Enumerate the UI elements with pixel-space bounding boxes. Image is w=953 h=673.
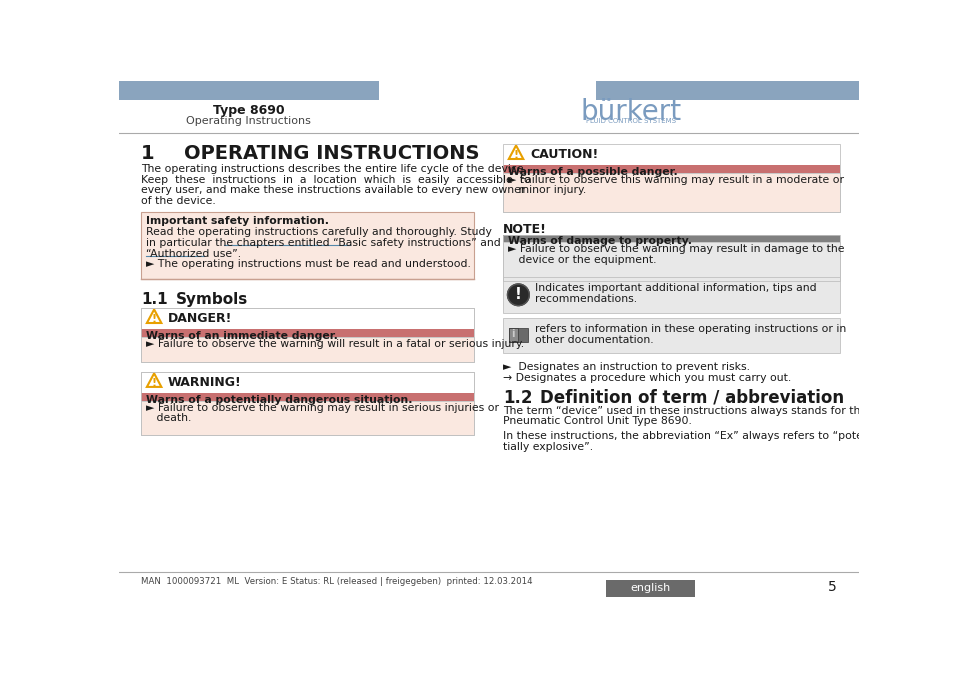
Text: other documentation.: other documentation.	[535, 335, 654, 345]
Text: Keep  these  instructions  in  a  location  which  is  easily  accessible  to: Keep these instructions in a location wh…	[141, 175, 530, 184]
Circle shape	[507, 284, 529, 306]
Text: of the device.: of the device.	[141, 197, 215, 206]
Text: CAUTION!: CAUTION!	[530, 148, 598, 161]
Text: Type 8690: Type 8690	[213, 104, 284, 117]
Bar	[141, 394, 474, 401]
Text: i: i	[511, 330, 515, 339]
Bar	[502, 277, 840, 312]
Text: “Authorized use”.: “Authorized use”.	[146, 248, 241, 258]
Text: → Designates a procedure which you must carry out.: → Designates a procedure which you must …	[502, 374, 790, 384]
Text: refers to information in these operating instructions or in: refers to information in these operating…	[535, 324, 846, 334]
Text: tially explosive”.: tially explosive”.	[502, 442, 593, 452]
Text: !: !	[513, 150, 518, 160]
Bar	[119, 81, 378, 100]
Bar	[502, 318, 840, 353]
Text: ► The operating instructions must be read and understood.: ► The operating instructions must be rea…	[146, 259, 471, 269]
Text: Pneumatic Control Unit Type 8690.: Pneumatic Control Unit Type 8690.	[502, 417, 691, 427]
Text: DANGER!: DANGER!	[168, 312, 233, 325]
Text: OPERATING INSTRUCTIONS: OPERATING INSTRUCTIONS	[183, 144, 478, 163]
Text: In these instructions, the abbreviation “Ex” always refers to “poten-: In these instructions, the abbreviation …	[502, 431, 873, 441]
Text: Indicates important additional information, tips and: Indicates important additional informati…	[535, 283, 816, 293]
Bar	[502, 235, 840, 242]
Bar	[141, 401, 474, 435]
Text: Read the operating instructions carefully and thoroughly. Study: Read the operating instructions carefull…	[146, 227, 492, 237]
Bar	[141, 371, 474, 394]
Text: english: english	[629, 583, 670, 593]
Text: in particular the chapters entitled “Basic safety instructions” and: in particular the chapters entitled “Bas…	[146, 238, 500, 248]
Bar	[502, 235, 840, 281]
Text: WARNING!: WARNING!	[168, 376, 241, 389]
Text: Important safety information.: Important safety information.	[146, 216, 329, 226]
Text: ► Failure to observe this warning may result in a moderate or: ► Failure to observe this warning may re…	[508, 175, 843, 184]
Bar	[502, 242, 840, 281]
Text: ►  Designates an instruction to prevent risks.: ► Designates an instruction to prevent r…	[502, 362, 749, 371]
Bar	[141, 308, 474, 362]
Polygon shape	[147, 374, 161, 387]
Text: !: !	[515, 287, 521, 302]
Bar	[509, 328, 517, 342]
Bar	[605, 579, 695, 597]
Text: 1: 1	[141, 144, 154, 163]
Polygon shape	[508, 145, 523, 159]
Text: Operating Instructions: Operating Instructions	[186, 116, 311, 126]
Bar	[502, 144, 840, 166]
Bar	[141, 337, 474, 362]
Text: !: !	[152, 314, 156, 324]
Text: FLUID CONTROL SYSTEMS: FLUID CONTROL SYSTEMS	[585, 118, 675, 124]
Bar	[141, 330, 474, 337]
Text: !: !	[152, 378, 156, 388]
Text: Definition of term / abbreviation: Definition of term / abbreviation	[539, 389, 843, 406]
Text: ► Failure to observe the warning may result in serious injuries or: ► Failure to observe the warning may res…	[146, 402, 498, 413]
Text: recommendations.: recommendations.	[535, 294, 637, 304]
Bar	[141, 308, 474, 330]
Bar	[141, 371, 474, 435]
Text: 1.1: 1.1	[141, 291, 168, 307]
Text: 5: 5	[827, 579, 836, 594]
Text: bürkert: bürkert	[579, 98, 680, 126]
Polygon shape	[147, 310, 161, 323]
Text: death.: death.	[146, 413, 192, 423]
Text: NOTE!: NOTE!	[502, 223, 546, 236]
Bar	[502, 173, 840, 212]
Bar	[502, 144, 840, 212]
Text: device or the equipment.: device or the equipment.	[508, 255, 656, 264]
Text: The operating instructions describes the entire life cycle of the device.: The operating instructions describes the…	[141, 164, 526, 174]
Text: Symbols: Symbols	[175, 291, 248, 307]
Bar	[607, 85, 649, 90]
Text: ► Failure to observe the warning will result in a fatal or serious injury.: ► Failure to observe the warning will re…	[146, 339, 524, 349]
Text: ► Failure to observe the warning may result in damage to the: ► Failure to observe the warning may res…	[508, 244, 844, 254]
Bar	[509, 328, 527, 342]
Bar	[502, 166, 840, 173]
Text: Warns of a potentially dangerous situation.: Warns of a potentially dangerous situati…	[146, 395, 413, 405]
Text: Warns of an immediate danger.: Warns of an immediate danger.	[146, 331, 338, 341]
Text: Warns of damage to property.: Warns of damage to property.	[508, 236, 692, 246]
Bar	[141, 212, 474, 279]
Bar	[596, 81, 858, 100]
Text: every user, and make these instructions available to every new owner: every user, and make these instructions …	[141, 186, 525, 195]
Text: 1.2: 1.2	[502, 389, 532, 406]
Text: minor injury.: minor injury.	[508, 186, 586, 195]
Text: Warns of a possible danger.: Warns of a possible danger.	[508, 167, 678, 177]
Text: The term “device” used in these instructions always stands for the: The term “device” used in these instruct…	[502, 406, 866, 416]
Text: MAN  1000093721  ML  Version: E Status: RL (released | freigegeben)  printed: 12: MAN 1000093721 ML Version: E Status: RL …	[141, 577, 532, 586]
